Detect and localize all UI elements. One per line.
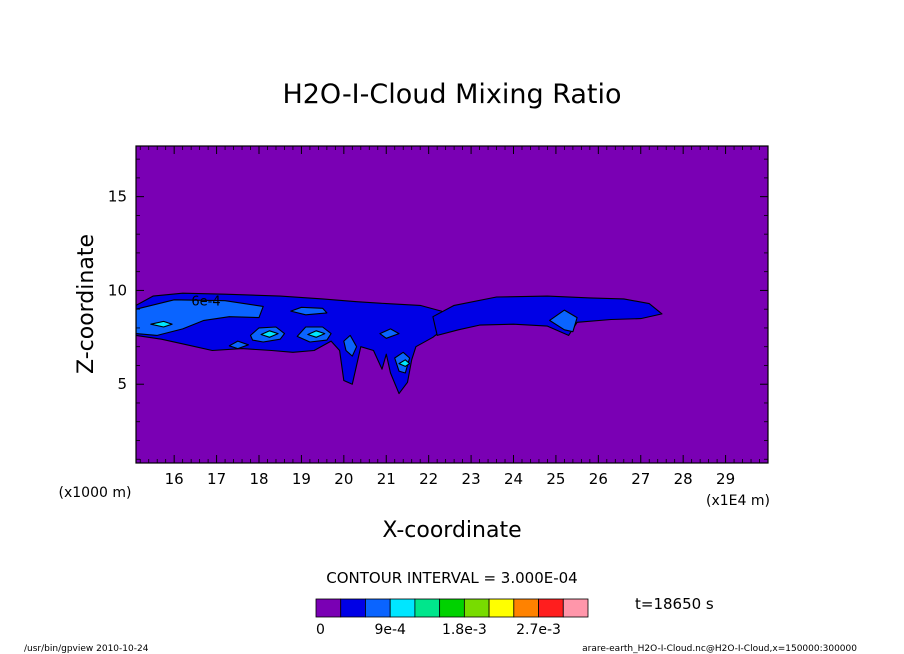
x-tick-label-27: 27 <box>631 470 650 488</box>
y-unit-label: (x1000 m) <box>59 485 132 501</box>
time-label: t=18650 s <box>635 595 714 613</box>
colorbar-swatch-4 <box>414 598 441 618</box>
x-tick-label-17: 17 <box>207 470 226 488</box>
contour-region-14 <box>398 359 411 367</box>
contour-region-9 <box>379 328 400 339</box>
chart-title: H2O-I-Cloud Mixing Ratio <box>282 79 621 110</box>
colorbar <box>315 598 589 618</box>
colorbar-swatch-8 <box>513 598 539 618</box>
x-tick-label-23: 23 <box>462 470 481 488</box>
contour-region-2 <box>136 299 264 336</box>
colorbar-tick-label-1: 9e-4 <box>374 622 406 638</box>
colorbar-swatch-6 <box>463 598 490 618</box>
y-ticks: 5 10 15 <box>108 158 768 460</box>
colorbar-swatch-2 <box>365 598 391 618</box>
contour-interval-text: CONTOUR INTERVAL = 3.000E-04 <box>326 569 577 587</box>
contour-region-7 <box>343 334 358 357</box>
colorbar-swatch-7 <box>488 598 515 618</box>
plot-frame <box>135 145 769 464</box>
x-tick-label-28: 28 <box>674 470 693 488</box>
colorbar-swatch-5 <box>439 598 465 618</box>
x-tick-label-26: 26 <box>589 470 608 488</box>
footer-file: arare-earth_H2O-I-Cloud.nc@H2O-I-Cloud,x… <box>582 644 857 654</box>
x-tick-label-21: 21 <box>377 470 396 488</box>
colorbar-swatch-9 <box>538 598 564 618</box>
x-unit-label: (x1E4 m) <box>706 493 770 509</box>
footer-program: /usr/bin/gpview 2010-10-24 <box>24 644 149 654</box>
y-axis-label: Z-coordinate <box>74 234 99 374</box>
contour-region-12 <box>260 330 279 338</box>
colorbar-swatch-1 <box>340 598 366 618</box>
inline-contour-label: 6e-4 <box>191 295 220 310</box>
colorbar-swatch-10 <box>562 598 589 618</box>
y-tick-label-10: 10 <box>108 281 127 299</box>
colorbar-tick-labels: 0 9e-4 1.8e-3 2.7e-3 <box>316 622 561 638</box>
colorbar-tick-label-0: 0 <box>316 622 325 638</box>
contour-region-6 <box>228 340 249 350</box>
colorbar-swatch-0 <box>315 598 342 618</box>
contour-region-10 <box>549 309 578 333</box>
x-tick-label-19: 19 <box>292 470 311 488</box>
y-tick-label-5: 5 <box>117 375 127 393</box>
contour-region-1 <box>432 295 663 336</box>
x-tick-label-22: 22 <box>419 470 438 488</box>
contour-regions <box>136 292 663 395</box>
colorbar-tick-label-3: 2.7e-3 <box>516 622 561 638</box>
x-tick-label-24: 24 <box>504 470 523 488</box>
contour-region-5 <box>290 306 328 316</box>
x-tick-label-20: 20 <box>334 470 353 488</box>
x-tick-label-16: 16 <box>165 470 184 488</box>
y-tick-label-15: 15 <box>108 188 127 206</box>
x-tick-label-18: 18 <box>249 470 268 488</box>
contour-region-13 <box>307 330 326 338</box>
colorbar-tick-label-2: 1.8e-3 <box>442 622 487 638</box>
plot-area: 6e-4 16 17 18 19 20 21 22 23 24 25 26 27 28 29 5 10 15 <box>108 145 769 488</box>
x-tick-label-29: 29 <box>716 470 735 488</box>
x-tick-label-25: 25 <box>546 470 565 488</box>
contour-region-11 <box>150 320 173 328</box>
colorbar-swatch-3 <box>389 598 416 618</box>
x-ticks: 16 17 18 19 20 21 22 23 24 25 26 27 28 29 <box>139 146 760 488</box>
x-axis-label: X-coordinate <box>382 518 521 543</box>
